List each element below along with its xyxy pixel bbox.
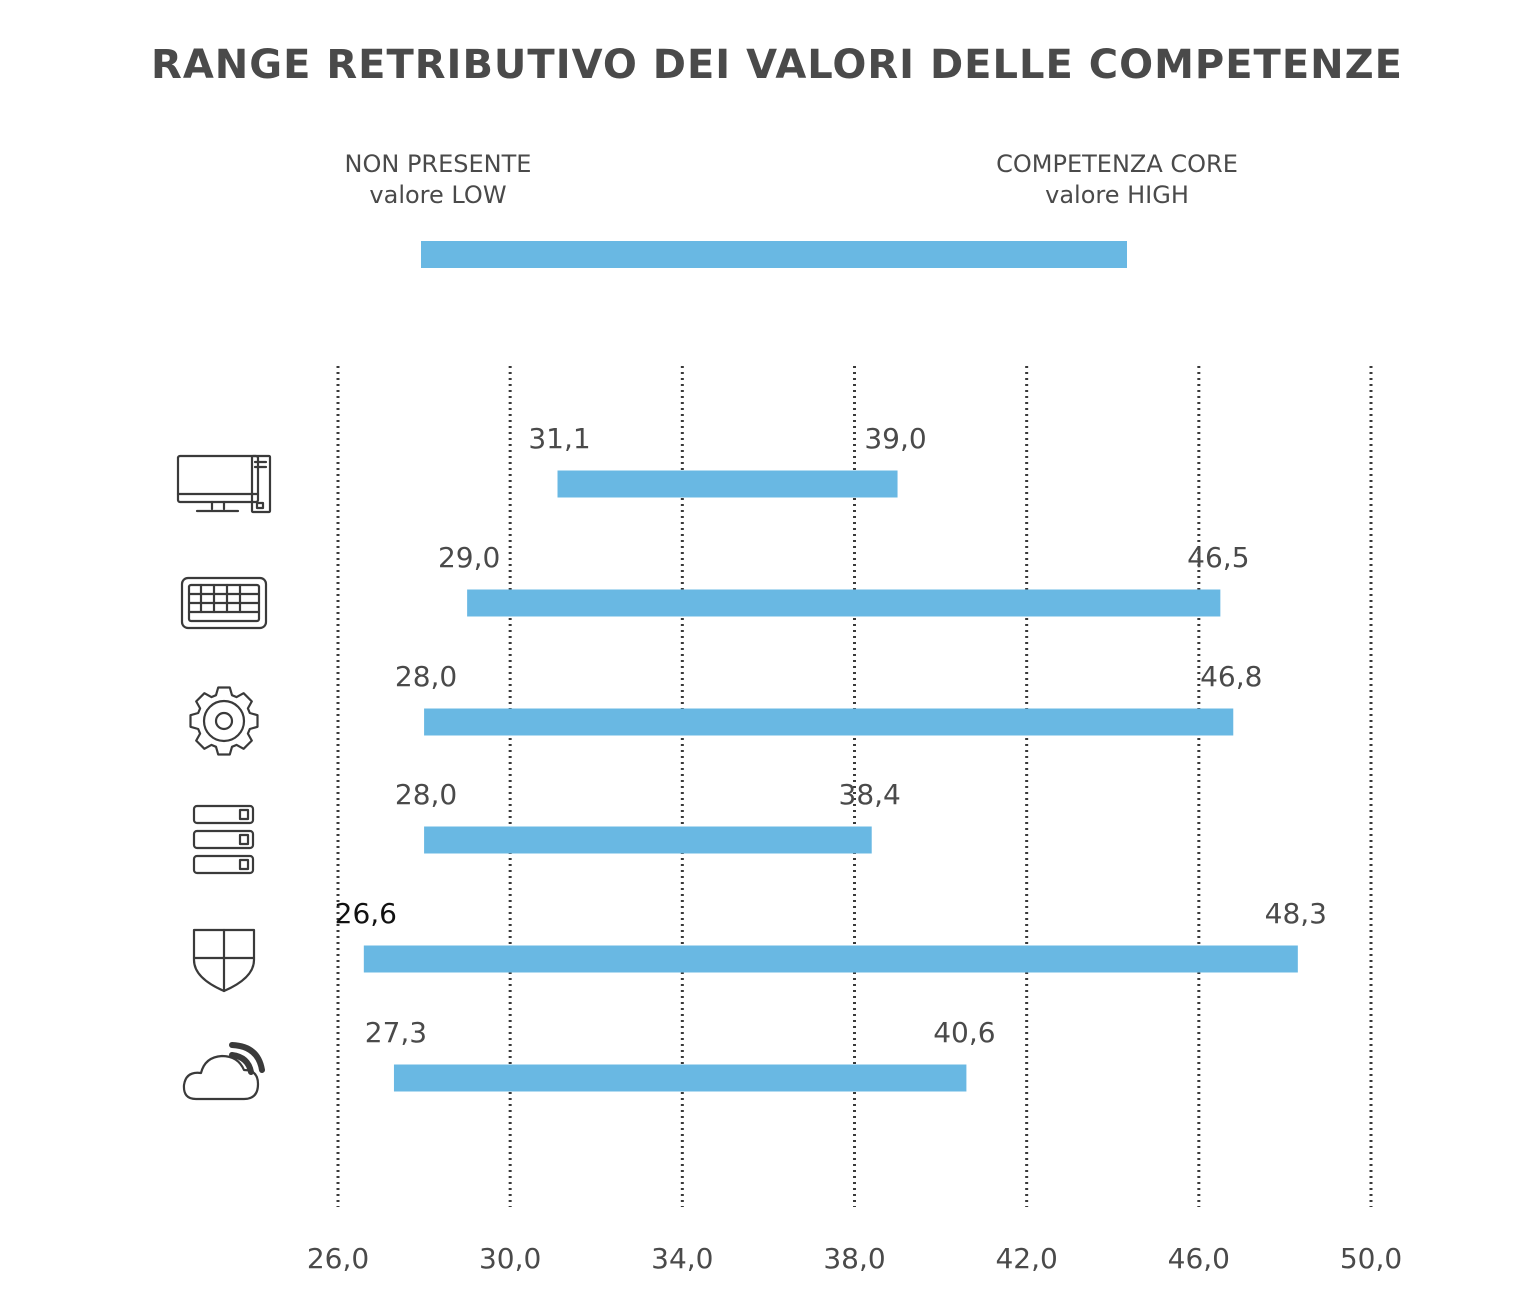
high-value-label: 46,8 bbox=[1200, 660, 1262, 693]
high-value-label: 48,3 bbox=[1265, 897, 1327, 930]
legend-bar bbox=[421, 241, 1127, 268]
legend-high-label-line2: valore HIGH bbox=[1045, 181, 1189, 209]
range-bar bbox=[467, 589, 1221, 617]
low-value-label: 28,0 bbox=[395, 660, 457, 693]
value-labels: 31,1 39,0 29,0 46,5 28,0 46,8 28,0 38,4 26,6 48,3… bbox=[335, 422, 1327, 1049]
range-bar bbox=[557, 470, 898, 498]
bars bbox=[363, 470, 1298, 1092]
keyboard-icon bbox=[180, 576, 268, 630]
low-value-label: 28,0 bbox=[395, 778, 457, 811]
range-bar bbox=[393, 1064, 967, 1092]
x-axis-ticks: 26,0 30,0 34,0 38,0 42,0 46,0 50,0 bbox=[307, 1242, 1402, 1275]
server-icon bbox=[192, 804, 255, 875]
low-value-label: 31,1 bbox=[528, 422, 590, 455]
grid-lines bbox=[336, 366, 1373, 1207]
gear-icon bbox=[189, 686, 259, 756]
x-tick-label: 38,0 bbox=[823, 1242, 885, 1275]
x-tick-label: 30,0 bbox=[479, 1242, 541, 1275]
row-icons bbox=[176, 454, 272, 1101]
legend-high-label-line1: COMPETENZA CORE bbox=[996, 150, 1238, 178]
cloud-wifi-icon bbox=[182, 1042, 265, 1101]
x-tick-label: 50,0 bbox=[1340, 1242, 1402, 1275]
x-tick-label: 46,0 bbox=[1168, 1242, 1230, 1275]
x-tick-label: 26,0 bbox=[307, 1242, 369, 1275]
high-value-label: 38,4 bbox=[839, 778, 901, 811]
low-value-label: 26,6 bbox=[335, 897, 397, 930]
low-value-label: 27,3 bbox=[365, 1016, 427, 1049]
range-bar bbox=[363, 945, 1298, 973]
high-value-label: 39,0 bbox=[864, 422, 926, 455]
x-tick-label: 42,0 bbox=[995, 1242, 1057, 1275]
high-value-label: 46,5 bbox=[1187, 541, 1249, 574]
legend-low-label-line2: valore LOW bbox=[369, 181, 506, 209]
legend-low-label-line1: NON PRESENTE bbox=[345, 150, 532, 178]
desktop-computer-icon bbox=[176, 454, 272, 514]
range-bar bbox=[424, 826, 872, 854]
x-tick-label: 34,0 bbox=[651, 1242, 713, 1275]
range-bar bbox=[424, 708, 1234, 736]
high-value-label: 40,6 bbox=[933, 1016, 995, 1049]
low-value-label: 29,0 bbox=[438, 541, 500, 574]
chart-title: RANGE RETRIBUTIVO DEI VALORI DELLE COMPE… bbox=[151, 42, 1403, 88]
shield-icon bbox=[192, 928, 256, 993]
